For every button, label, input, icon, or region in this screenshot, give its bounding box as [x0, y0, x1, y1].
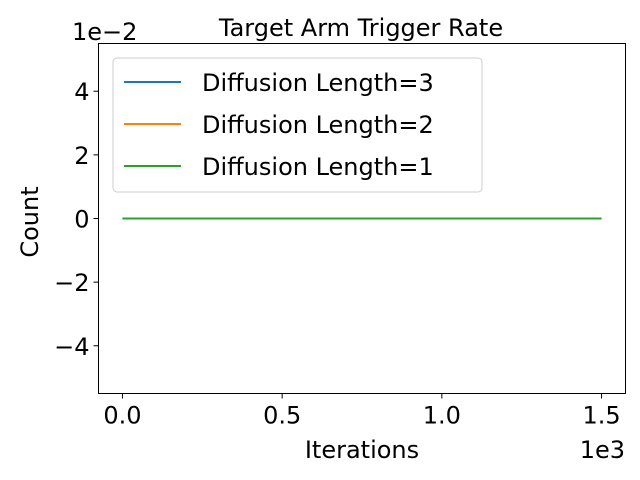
legend-label: Diffusion Length=3: [202, 69, 434, 97]
axis-ticks: 0.0 0.5 1.0 1.5 −4 −2 0 2 4: [54, 78, 621, 429]
y-tick-label: −4: [54, 333, 89, 361]
legend-box: [112, 57, 483, 193]
legend-label: Diffusion Length=1: [202, 153, 434, 181]
x-tick-label: 0.0: [103, 402, 141, 430]
x-tick-label: 1.0: [423, 402, 461, 430]
x-tick-label: 1.5: [582, 402, 620, 430]
x-tick-label: 0.5: [263, 402, 301, 430]
y-tick-label: 0: [74, 206, 89, 234]
legend: Diffusion Length=3 Diffusion Length=2 Diff…: [112, 57, 483, 193]
y-axis-label: Count: [16, 186, 44, 257]
y-axis-offset-text: 1e−2: [72, 18, 137, 46]
legend-label: Diffusion Length=2: [202, 111, 434, 139]
x-axis-label: Iterations: [305, 436, 419, 464]
y-axis-label-group: Count: [16, 186, 44, 257]
chart-title: Target Arm Trigger Rate: [218, 14, 503, 42]
y-tick-label: 2: [74, 142, 89, 170]
x-axis-offset-text: 1e3: [580, 436, 625, 464]
plot-frame: [98, 43, 626, 394]
y-tick-label: −2: [54, 269, 89, 297]
y-tick-label: 4: [74, 78, 89, 106]
